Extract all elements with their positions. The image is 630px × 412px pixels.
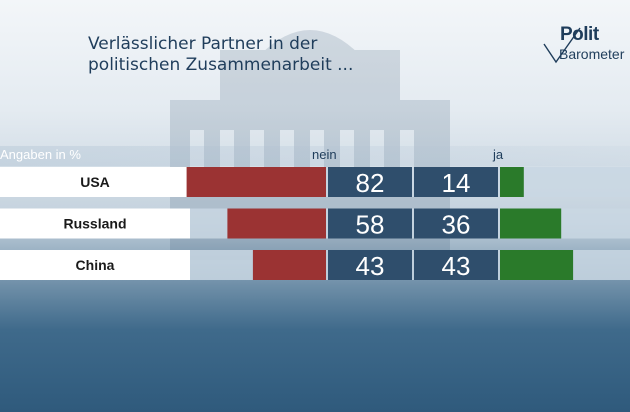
logo-line2: Barometer bbox=[559, 46, 625, 62]
bar-nein-usa bbox=[186, 167, 326, 197]
chart-title: Verlässlicher Partner in der politischen… bbox=[88, 34, 354, 75]
value-label-ja-russland: 36 bbox=[442, 210, 471, 240]
value-box-nein-china bbox=[328, 250, 412, 280]
category-label-russland: Russland bbox=[63, 216, 126, 232]
category-box-china bbox=[0, 250, 190, 280]
value-box-ja-usa bbox=[414, 167, 498, 197]
category-box-russland bbox=[0, 208, 190, 239]
bar-ja-russland bbox=[500, 208, 562, 239]
value-label-nein-china: 43 bbox=[356, 251, 385, 281]
bar-ja-usa bbox=[500, 167, 524, 197]
value-box-ja-russland bbox=[414, 208, 498, 239]
legend-nein: nein bbox=[312, 147, 337, 162]
value-box-ja-china bbox=[414, 250, 498, 280]
bar-ja-china bbox=[500, 250, 574, 280]
value-label-nein-usa: 82 bbox=[356, 168, 385, 198]
bar-nein-china bbox=[252, 250, 326, 280]
category-box-usa bbox=[0, 167, 190, 197]
category-label-china: China bbox=[76, 257, 115, 273]
logo-line1: Polit bbox=[560, 24, 599, 45]
politbarometer-logo: Polit Barometer bbox=[540, 22, 630, 72]
legend-ja: ja bbox=[493, 147, 504, 162]
checkmark-icon bbox=[543, 27, 581, 64]
value-box-nein-russland bbox=[328, 208, 412, 239]
bar-nein-russland bbox=[227, 208, 326, 239]
header-band bbox=[0, 146, 630, 166]
category-label-usa: USA bbox=[80, 174, 110, 190]
value-label-ja-china: 43 bbox=[442, 251, 471, 281]
value-label-ja-usa: 14 bbox=[442, 168, 471, 198]
value-box-nein-usa bbox=[328, 167, 412, 197]
value-label-nein-russland: 58 bbox=[356, 210, 385, 240]
unit-label: Angaben in % bbox=[0, 147, 81, 162]
